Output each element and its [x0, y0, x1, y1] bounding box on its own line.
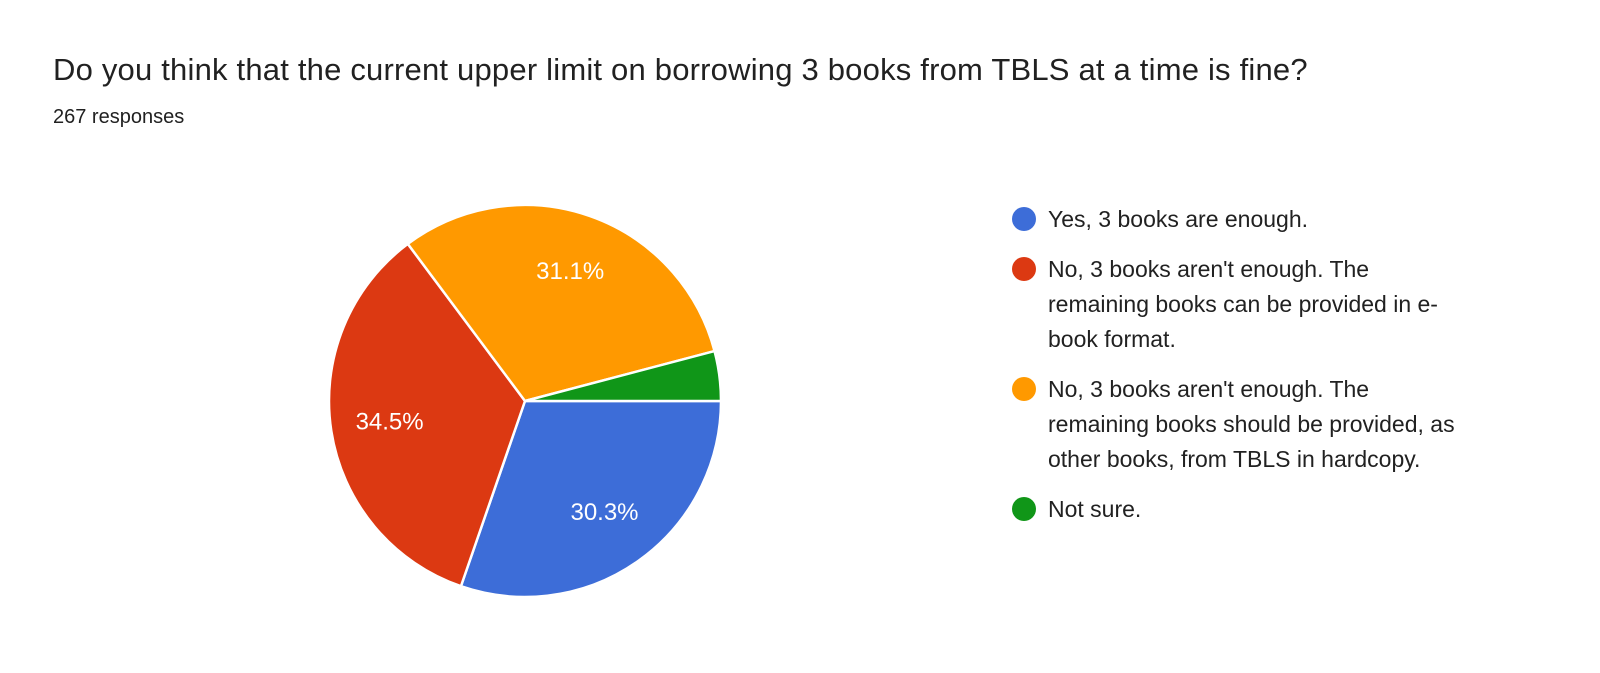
pie-slice[interactable]	[523, 349, 723, 403]
legend-swatch-icon	[1012, 377, 1036, 401]
legend-item-label: Yes, 3 books are enough.	[1048, 206, 1309, 232]
chart-legend: Yes, 3 books are enough. No, 3 books aren…	[1012, 202, 1482, 542]
legend-item: No, 3 books aren't enough. The remaining…	[1012, 252, 1482, 357]
pie-slice-percent-label: 30.3%	[570, 499, 638, 526]
pie-slice-percent-label: 31.1%	[536, 258, 604, 285]
pie-slice[interactable]	[327, 242, 527, 588]
response-count: 267 responses	[53, 106, 185, 128]
legend-item: No, 3 books aren't enough. The remaining…	[1012, 372, 1482, 477]
pie-slice-percent-label: 34.5%	[356, 409, 424, 436]
legend-item-label: Not sure.	[1048, 496, 1142, 522]
pie-slice[interactable]	[406, 203, 716, 403]
legend-swatch-icon	[1012, 257, 1036, 281]
legend-item: Not sure.	[1012, 492, 1482, 527]
pie-chart[interactable]: 30.3% 34.5% 31.1%	[325, 201, 725, 601]
legend-item: Yes, 3 books are enough.	[1012, 202, 1482, 237]
pie-slice[interactable]	[459, 399, 723, 599]
legend-item-label: No, 3 books aren't enough. The remaining…	[1048, 256, 1438, 352]
legend-swatch-icon	[1012, 207, 1036, 231]
question-title: Do you think that the current upper limi…	[53, 52, 1308, 87]
legend-item-label: No, 3 books aren't enough. The remaining…	[1048, 376, 1455, 472]
legend-swatch-icon	[1012, 497, 1036, 521]
